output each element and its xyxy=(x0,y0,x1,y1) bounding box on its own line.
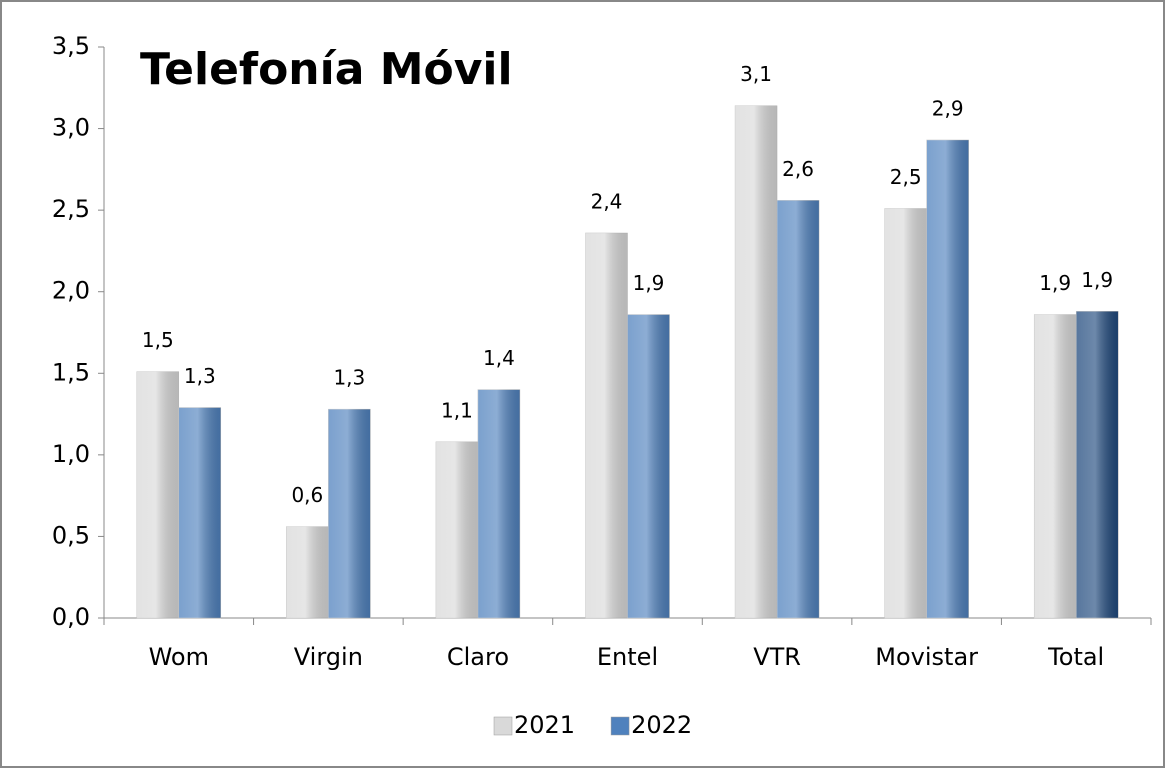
y-tick-label: 0,5 xyxy=(52,521,90,549)
bar-shine xyxy=(286,526,329,618)
y-tick-label: 1,5 xyxy=(52,358,90,386)
bar-shine xyxy=(1034,314,1077,618)
legend-label: 2022 xyxy=(631,711,692,739)
y-tick-label: 0,0 xyxy=(52,603,90,631)
value-label: 0,6 xyxy=(291,483,323,507)
value-label: 2,6 xyxy=(782,157,814,181)
x-tick-label: Claro xyxy=(447,643,509,671)
value-label: 3,1 xyxy=(740,62,772,86)
x-tick-label: Virgin xyxy=(294,643,363,671)
bar-shine xyxy=(136,371,179,618)
value-label: 1,9 xyxy=(633,271,665,295)
x-tick-label: Wom xyxy=(149,643,209,671)
legend-label: 2021 xyxy=(514,711,575,739)
value-label: 1,3 xyxy=(184,364,216,388)
bar-shine xyxy=(328,409,371,618)
x-tick-label: Entel xyxy=(597,643,658,671)
value-label: 1,9 xyxy=(1081,268,1113,292)
bar-shine xyxy=(1076,311,1119,618)
x-tick-label: VTR xyxy=(753,643,801,671)
chart-title: Telefonía Móvil xyxy=(140,44,513,95)
bar-shine xyxy=(585,232,628,619)
bar-shine xyxy=(477,389,520,618)
bar-shine xyxy=(777,200,820,618)
y-tick-label: 1,0 xyxy=(52,440,90,468)
bar-shine xyxy=(926,139,969,618)
y-tick-label: 2,5 xyxy=(52,195,90,223)
bar-shine xyxy=(435,441,478,618)
value-label: 1,1 xyxy=(441,398,473,422)
bar-shine xyxy=(884,208,927,619)
value-label: 2,5 xyxy=(890,165,922,189)
y-tick-label: 3,0 xyxy=(52,114,90,142)
value-label: 1,5 xyxy=(142,328,174,352)
value-label: 2,4 xyxy=(591,189,623,213)
legend-swatch xyxy=(493,716,513,736)
x-tick-label: Movistar xyxy=(875,643,978,671)
bar-shine xyxy=(735,105,778,618)
y-tick-label: 2,0 xyxy=(52,277,90,305)
bar-shine xyxy=(627,314,670,618)
legend-swatch xyxy=(610,716,630,736)
value-label: 1,4 xyxy=(483,346,515,370)
value-label: 1,9 xyxy=(1039,271,1071,295)
value-label: 1,3 xyxy=(333,366,365,390)
bar-shine xyxy=(178,407,221,618)
value-label: 2,9 xyxy=(932,96,964,120)
y-tick-label: 3,5 xyxy=(52,32,90,60)
x-tick-label: Total xyxy=(1047,643,1104,671)
